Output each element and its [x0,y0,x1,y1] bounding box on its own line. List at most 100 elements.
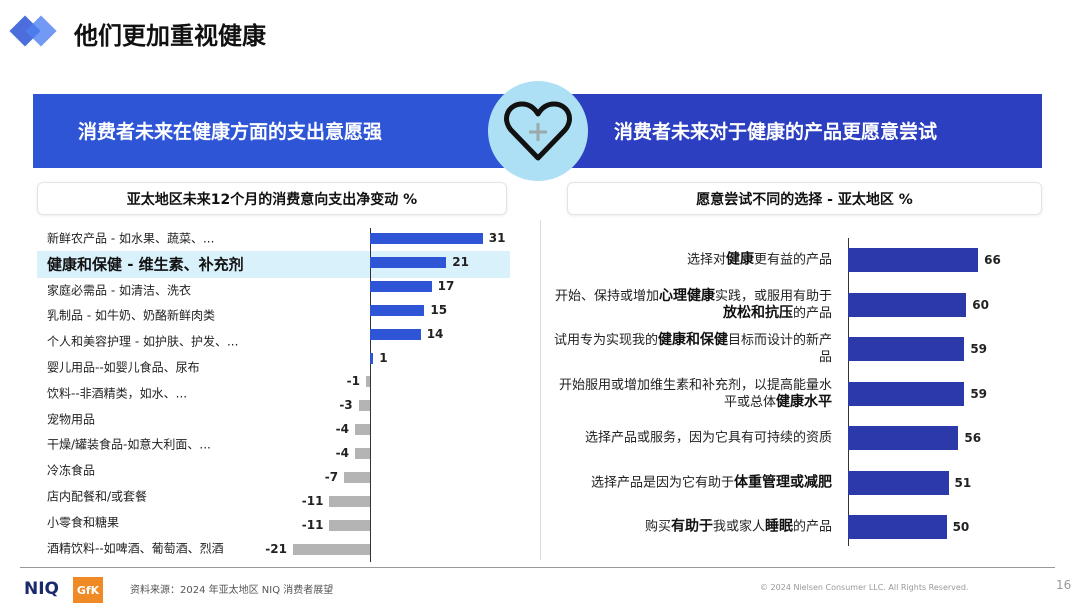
value-label: 56 [964,431,982,445]
value-label: 14 [426,326,444,341]
partner-logo: GfK [73,577,103,603]
value-label: -11 [301,493,324,508]
category-label: 开始服用或增加维生素和补充剂，以提高能量水平或总体健康水平 [552,377,832,411]
category-label: 酒精饮料--如啤酒、葡萄酒、烈酒 [47,541,224,556]
value-label: -4 [335,422,349,437]
heart-icon [488,81,588,181]
value-label: -4 [335,446,349,461]
category-label: 选择对健康更有益的产品 [552,252,832,269]
bar [292,543,370,555]
category-label: 宠物用品 [47,412,96,427]
category-label: 健康和保健 - 维生素、补充剂 [47,255,244,274]
bar [848,337,965,361]
value-label: 60 [972,297,989,312]
divider [540,220,541,560]
bar [369,280,432,292]
logo-diamonds [9,15,57,47]
bar [329,519,370,531]
category-label: 饮料--非酒精类，如水、... [47,386,188,401]
bar [848,292,967,317]
value-label: 50 [952,520,970,534]
left-subtitle: 亚太地区未来12个月的消费意向支出净变动 % [37,182,507,215]
value-label: -3 [339,398,353,413]
banner-left [33,94,538,168]
category-label: 开始、保持或增加心理健康实践，或服用有助于放松和抗压的产品 [552,288,832,322]
label-segment: 健康和保健 [657,332,728,348]
bar [355,424,370,436]
value-label: 31 [488,231,506,245]
label-segment: 体重管理或减肥 [734,474,832,490]
category-label: 店内配餐和/或套餐 [47,489,148,504]
label-segment: 选择产品是因为它有助于 [590,475,734,490]
label-segment: 实践，或服用有助于 [714,288,832,304]
page-number: 16 [1056,578,1072,592]
value-label: 21 [452,254,469,269]
value-label: 17 [437,278,455,293]
bar [344,472,370,483]
banner-right [538,94,1042,168]
bar [369,328,421,340]
value-label: -21 [265,541,287,556]
label-segment: 开始服用或增加维生素和补充剂，以提高能量水平或总体 [558,377,832,410]
value-label: 59 [970,386,988,401]
bar [848,470,949,495]
footer-logo: NIQ [24,579,60,599]
value-label: 1 [379,350,388,365]
value-label: -11 [301,517,324,532]
label-segment: 更有益的产品 [753,252,832,268]
bar [355,448,370,460]
footer-copyright: © 2024 Nielsen Consumer LLC. All Rights … [760,583,969,592]
value-label: 66 [984,253,1001,267]
value-label: -7 [324,470,339,484]
label-segment: 试用专为实现我的 [553,333,658,348]
bar [369,256,447,268]
category-label: 冷冻食品 [47,463,96,478]
bar [848,248,979,272]
bar [848,381,965,406]
label-segment: 健康水平 [776,393,832,410]
bar [358,400,370,412]
category-label: 试用专为实现我的健康和保健目标而设计的新产品 [552,332,832,366]
label-segment: 购买 [644,519,671,535]
bar [369,233,483,244]
footer-source: 资料来源：2024 年亚太地区 NIQ 消费者展望 [130,585,334,596]
zero-axis [369,228,371,562]
banner-right-text: 消费者未来对于健康的产品更愿意尝试 [614,121,938,143]
category-label: 家庭必需品 - 如清洁、洗衣 [47,283,191,298]
bar [848,426,959,450]
label-segment: 健康 [725,251,754,268]
category-label: 个人和美容护理 - 如护肤、护发、... [47,334,239,349]
slide-title: 他们更加重视健康 [74,22,266,50]
value-label: 15 [430,302,448,317]
bar [369,352,374,364]
label-segment: 的产品 [792,519,832,535]
right-subtitle: 愿意尝试不同的选择 - 亚太地区 % [567,182,1042,215]
category-label: 乳制品 - 如牛奶、奶酪新鲜肉类 [47,308,215,323]
bar [369,304,425,316]
label-segment: 放松和抗压 [722,304,793,321]
label-segment: 的产品 [792,305,832,321]
category-label: 选择产品或服务，因为它具有可持续的资质 [552,430,832,447]
category-label: 购买有助于我或家人睡眠的产品 [552,519,832,536]
category-label: 婴儿用品--如婴儿食品、尿布 [47,360,200,375]
label-segment: 心理健康 [658,287,715,304]
label-segment: 目标而设计的新产品 [727,333,832,365]
footer-line [20,567,1055,568]
label-segment: 睡眠 [764,518,793,535]
bar [329,495,370,507]
category-label: 干燥/罐装食品-如意大利面、... [47,437,211,452]
banner-left-text: 消费者未来在健康方面的支出意愿强 [78,121,383,143]
value-label: 51 [954,475,972,490]
label-segment: 有助于 [670,518,713,535]
category-label: 小零食和糖果 [47,515,120,530]
value-label: 59 [970,342,988,356]
label-segment: 选择对 [686,252,726,268]
value-label: -1 [346,374,360,389]
category-label: 选择产品是因为它有助于体重管理或减肥 [552,474,832,491]
label-segment: 开始、保持或增加 [554,288,659,304]
category-label: 新鲜农产品 - 如水果、蔬菜、... [47,231,215,246]
label-segment: 选择产品或服务，因为它具有可持续的资质 [584,430,832,446]
label-segment: 我或家人 [712,519,765,535]
bar [848,515,947,539]
